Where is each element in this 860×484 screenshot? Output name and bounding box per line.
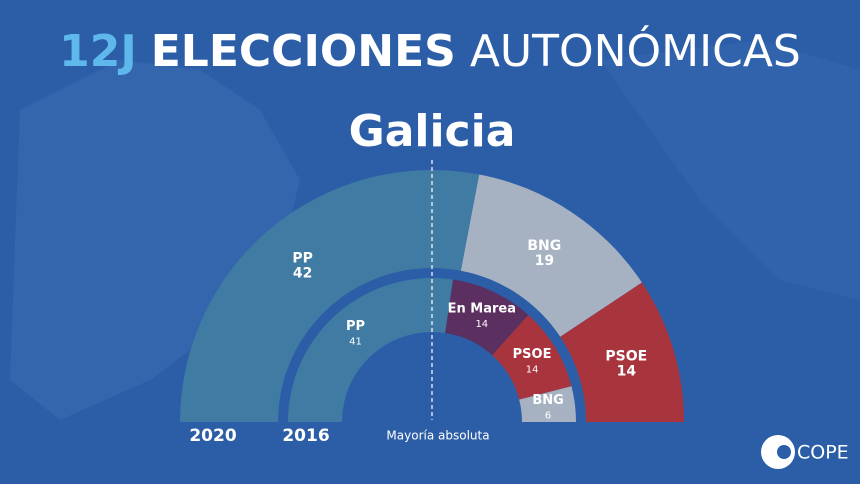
- segment-label: BNG: [527, 238, 561, 254]
- annotation: Mayoría absoluta: [386, 429, 489, 443]
- title-part: ELECCIONES: [151, 26, 456, 77]
- seat-segment: [519, 386, 576, 422]
- title-part: 12J: [59, 26, 137, 77]
- seat-segment: [560, 282, 684, 422]
- segment-value: 41: [349, 336, 362, 347]
- logo: COPE: [797, 442, 849, 464]
- segment-value: 14: [475, 319, 488, 330]
- year-label: 2016: [282, 426, 329, 446]
- seat-segment: [492, 314, 572, 400]
- segment-label: PP: [346, 319, 365, 334]
- map-shape: [10, 60, 300, 420]
- title: 12J ELECCIONES AUTONÓMICAS: [59, 24, 801, 77]
- segment-label: En Marea: [448, 302, 516, 317]
- segment-value: 19: [535, 253, 554, 269]
- segment-value: 14: [617, 363, 637, 379]
- seat-segment: [288, 278, 454, 422]
- segment-label: PSOE: [513, 347, 552, 362]
- segment-value: 6: [545, 410, 551, 421]
- segment-label: PSOE: [605, 348, 647, 364]
- seat-segment: [180, 169, 480, 422]
- seat-segment: [445, 279, 529, 356]
- segment-value: 14: [526, 364, 539, 375]
- title-part: AUTONÓMICAS: [470, 24, 801, 77]
- map-shape: [600, 40, 860, 300]
- seat-segment: [460, 174, 642, 337]
- segment-label: BNG: [532, 393, 563, 408]
- subtitle: Galicia: [349, 106, 516, 157]
- segment-value: 42: [293, 266, 312, 282]
- segment-label: PP: [292, 251, 313, 267]
- year-label: 2020: [189, 426, 236, 446]
- logo-icon: [777, 445, 791, 459]
